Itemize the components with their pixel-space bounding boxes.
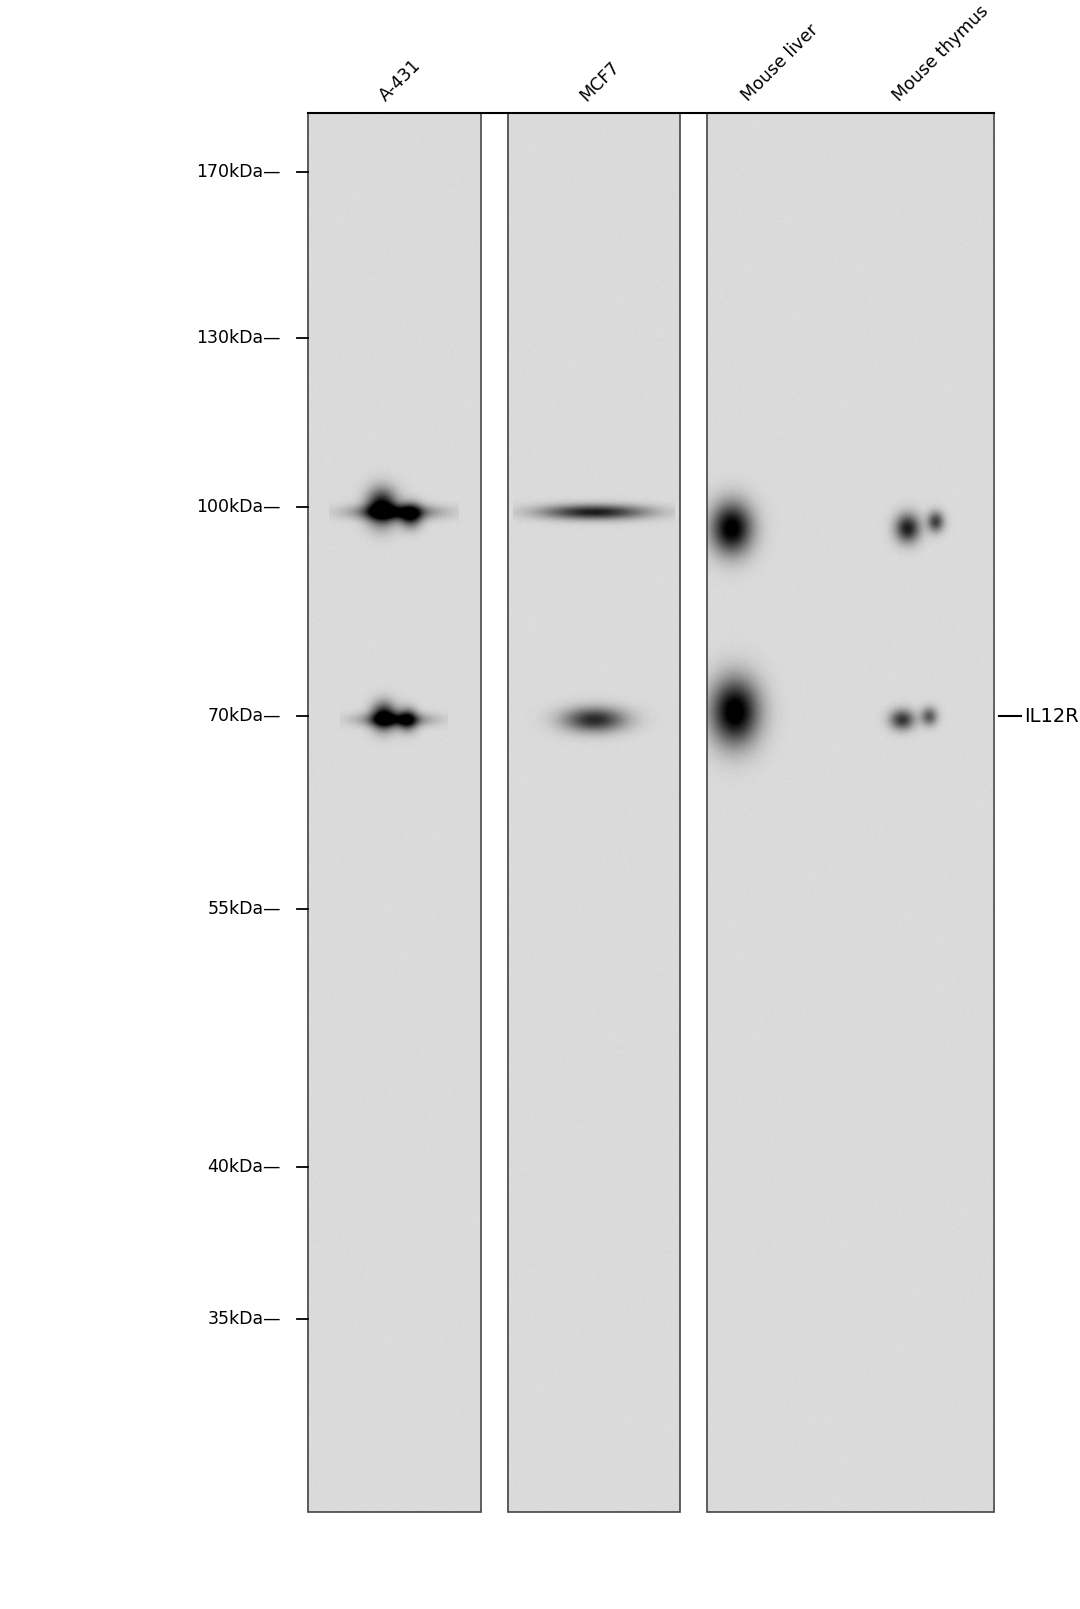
Text: 35kDa—: 35kDa—: [207, 1310, 281, 1329]
Text: MCF7: MCF7: [576, 58, 623, 105]
Text: Mouse thymus: Mouse thymus: [889, 2, 991, 105]
Text: Mouse liver: Mouse liver: [738, 21, 822, 105]
Text: 100kDa—: 100kDa—: [197, 497, 281, 516]
FancyBboxPatch shape: [508, 113, 680, 1512]
FancyBboxPatch shape: [707, 113, 994, 1512]
Text: 40kDa—: 40kDa—: [207, 1157, 281, 1176]
Text: A-431: A-431: [376, 56, 424, 105]
Text: 170kDa—: 170kDa—: [197, 163, 281, 182]
Text: IL12RB1: IL12RB1: [1024, 706, 1080, 726]
Text: 70kDa—: 70kDa—: [207, 706, 281, 726]
FancyBboxPatch shape: [308, 113, 481, 1512]
Text: 130kDa—: 130kDa—: [197, 328, 281, 348]
Text: 55kDa—: 55kDa—: [207, 899, 281, 919]
